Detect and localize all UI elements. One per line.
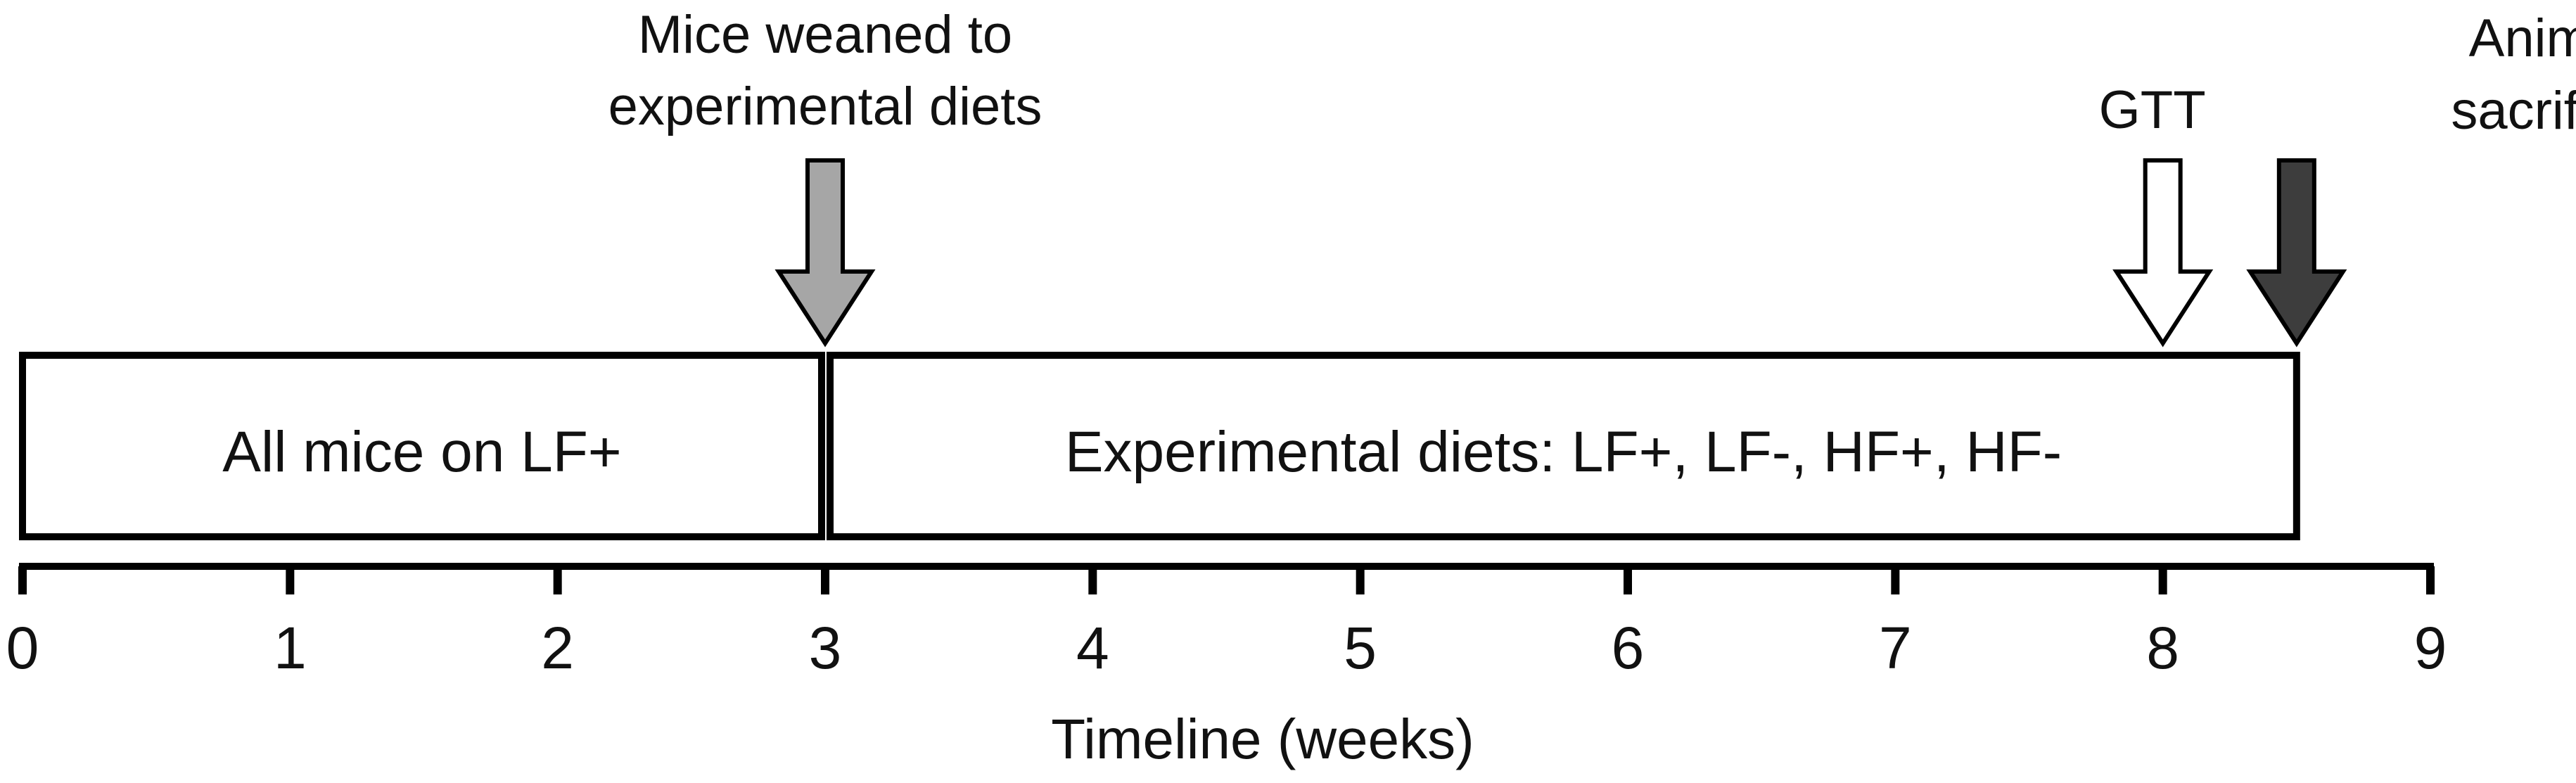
phase-boxes: All mice on LF+ Experimental diets: LF+, … [19, 352, 2300, 540]
event-arrow-2 [2246, 158, 2347, 348]
axis-tick-label-8: 8 [2146, 615, 2179, 681]
axis-tick-label-4: 4 [1076, 615, 1109, 681]
axis-tick-label-2: 2 [541, 615, 574, 681]
axis-tick-label-0: 0 [6, 615, 39, 681]
event-label-1-line-0: GTT [2099, 80, 2206, 140]
phase-label-0: All mice on LF+ [222, 420, 621, 484]
axis-tick-label-7: 7 [1879, 615, 1912, 681]
event-label-2-line-1: sacrificed [2451, 81, 2576, 141]
axis-tick-label-9: 9 [2414, 615, 2447, 681]
event-label-2-line-0: Animals [2469, 8, 2576, 68]
event-arrow-0 [774, 158, 876, 348]
event-label-0-line-0: Mice weaned to [638, 5, 1012, 65]
axis-title: Timeline (weeks) [1051, 708, 1474, 770]
phase-label-1: Experimental diets: LF+, LF-, HF+, HF- [1065, 420, 2062, 484]
event-markers: Mice weaned to experimental diets GTT Anima… [608, 5, 2576, 348]
axis-tick-label-6: 6 [1612, 615, 1645, 681]
phase-box-1 [827, 352, 2300, 540]
axis-tick-label-1: 1 [274, 615, 307, 681]
timeline-axis: 0 1 2 3 4 5 6 7 8 9 [6, 563, 2447, 681]
phase-box-0 [19, 352, 825, 540]
axis-tick-label-5: 5 [1344, 615, 1377, 681]
event-label-0-line-1: experimental diets [608, 77, 1042, 136]
axis-tick-label-3: 3 [809, 615, 842, 681]
event-arrow-1 [2112, 158, 2214, 348]
